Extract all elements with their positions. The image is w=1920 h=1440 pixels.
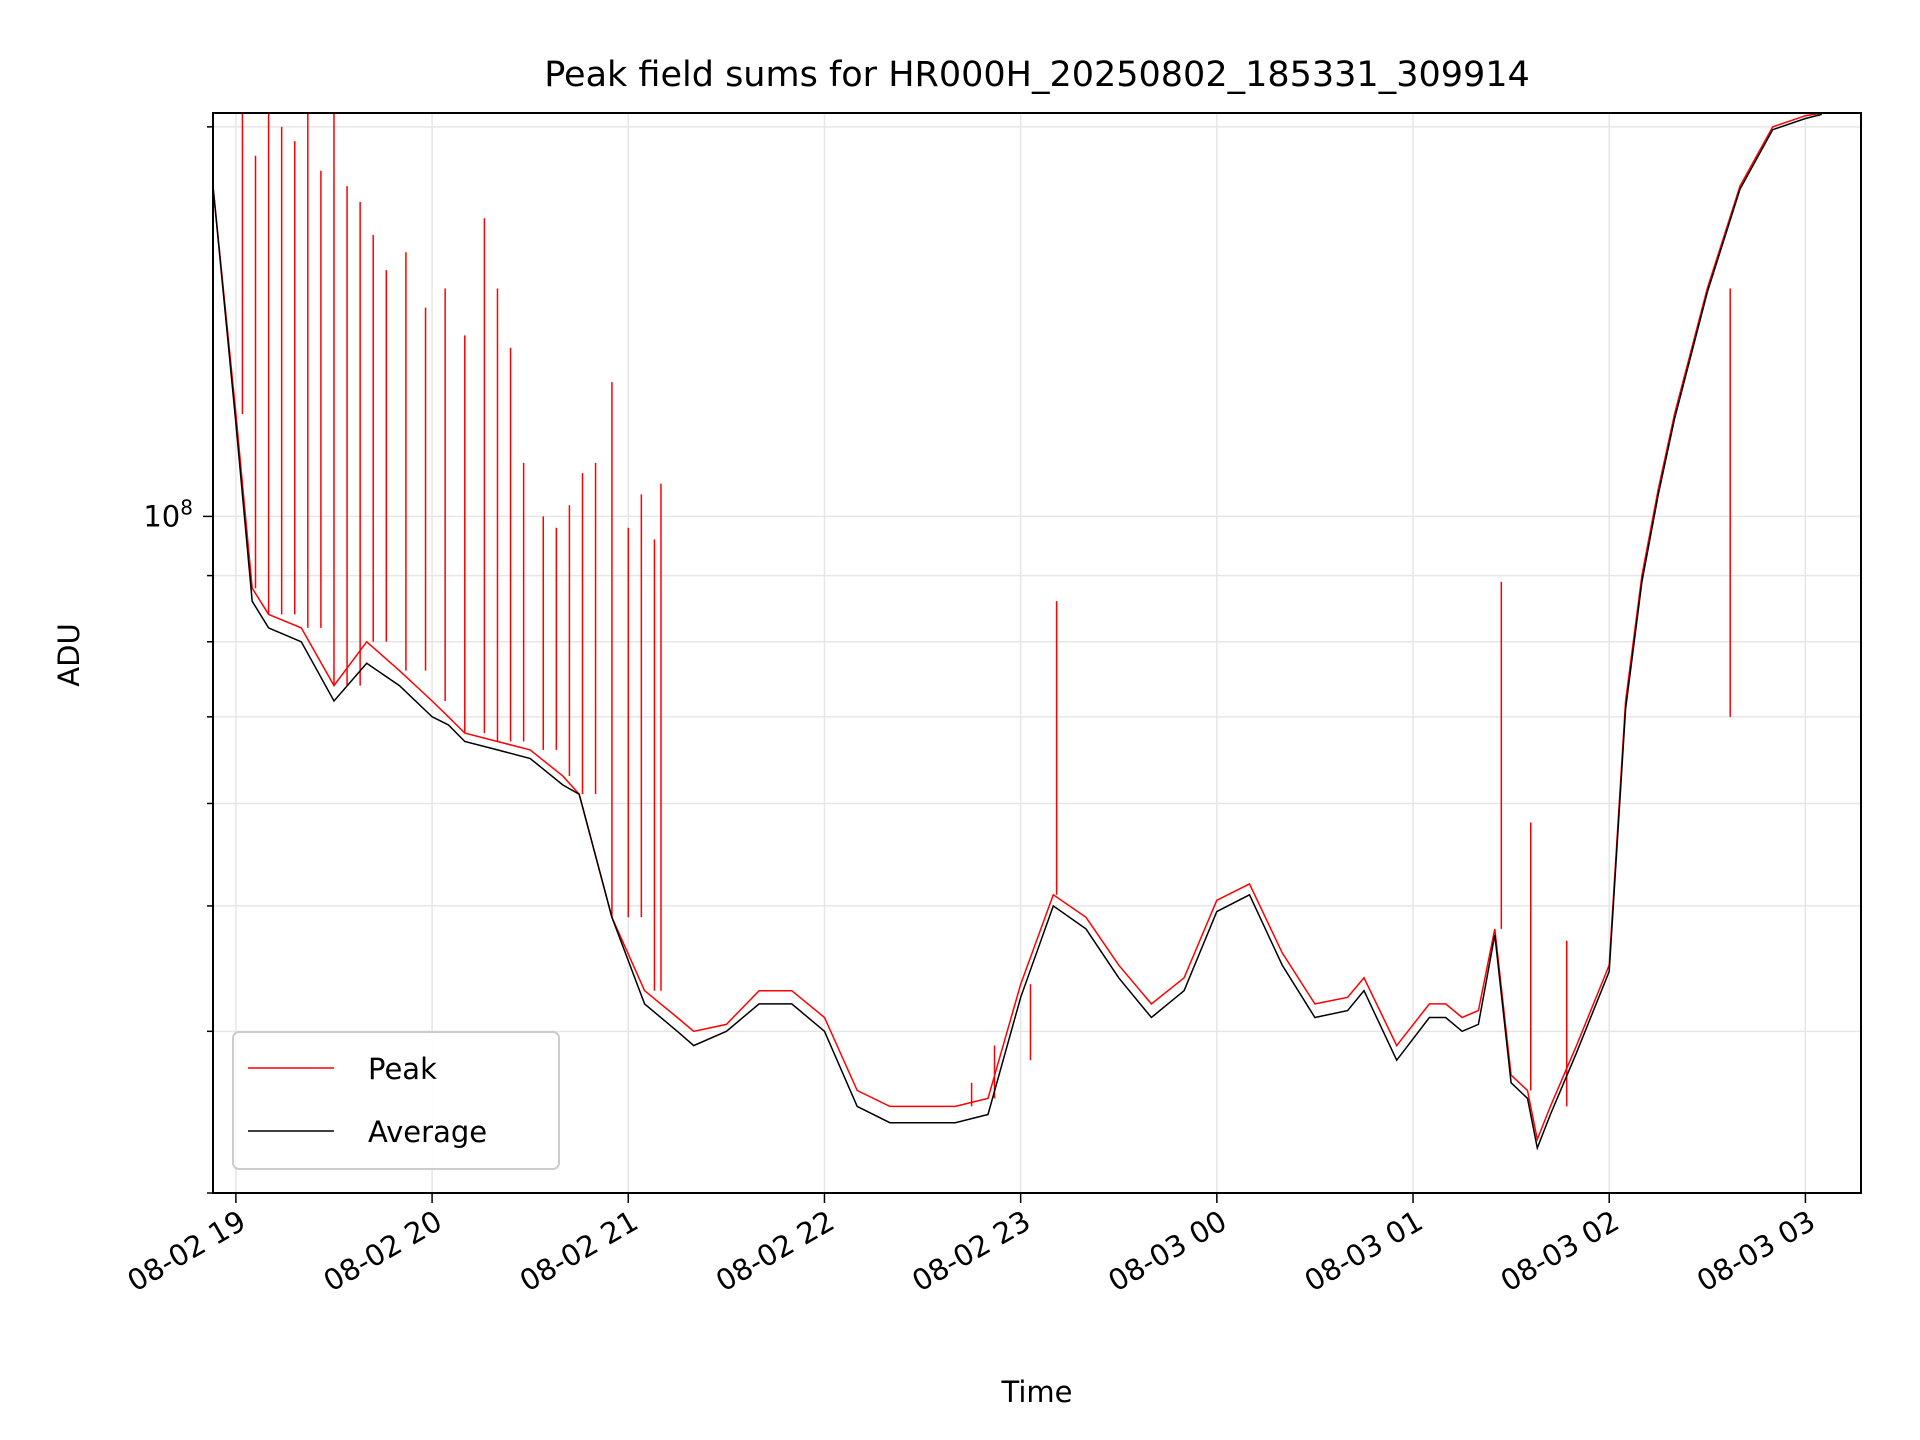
- plot-lines: [213, 113, 1822, 1151]
- x-axis-label: Time: [1001, 1375, 1073, 1409]
- series-average-line: [213, 113, 1822, 1151]
- legend-average-label: Average: [368, 1115, 487, 1149]
- chart-title: Peak field sums for HR000H_20250802_1853…: [544, 55, 1530, 95]
- legend-box: [232, 1031, 560, 1170]
- y-axis-label: ADU: [52, 623, 86, 686]
- legend-peak-label: Peak: [368, 1052, 437, 1086]
- plot-frame: [212, 112, 1862, 1194]
- legend: Peak Average: [232, 1031, 560, 1170]
